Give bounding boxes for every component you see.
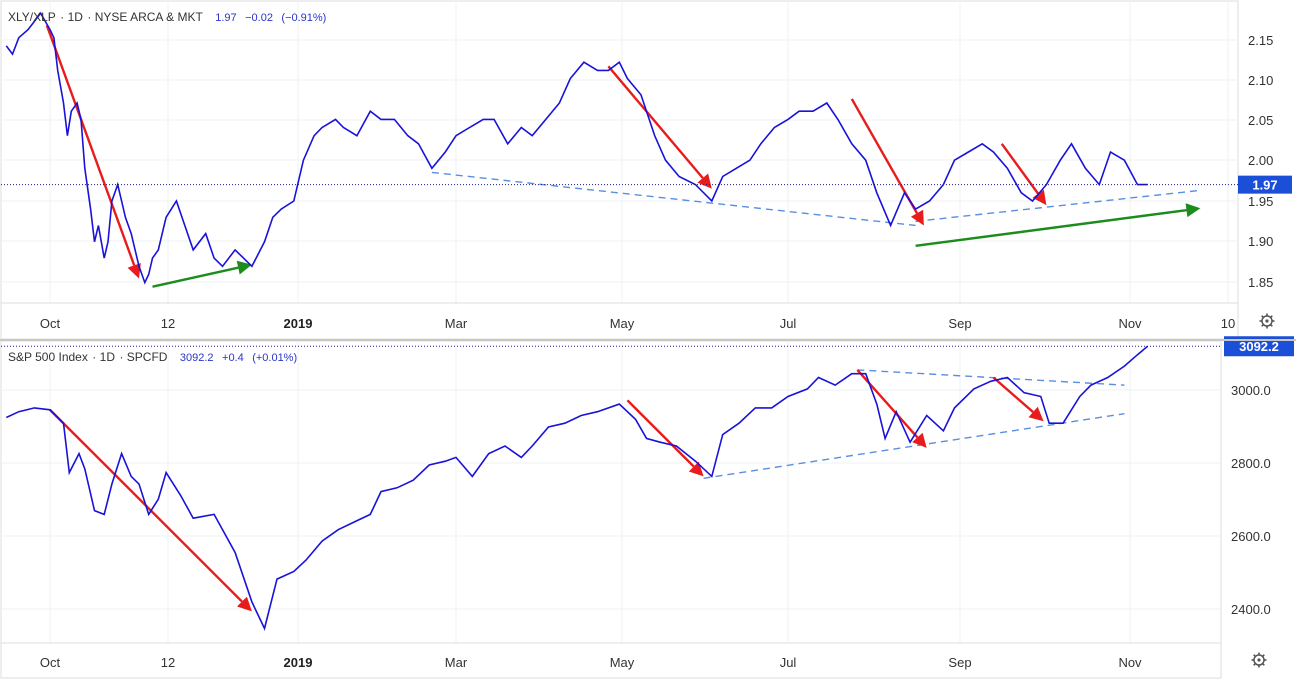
sp500-price-axis[interactable]: 3000.0 2800.0 2600.0 2400.0 [1231, 383, 1271, 617]
xly-xlp-x-tick-label: Mar [445, 316, 468, 331]
xly-xlp-arrow-annotation[interactable] [915, 203, 1201, 248]
xly-xlp-arrow-annotation[interactable] [152, 260, 252, 288]
xly-xlp-legend: XLY/XLP · 1D · NYSE ARCA & MKT 1.97 −0.0… [8, 8, 326, 25]
sp500-legend-symbol: S&P 500 Index [8, 350, 88, 364]
xly-xlp-legend-change-pct: (−0.91%) [281, 12, 326, 24]
sp500-x-tick-label: May [610, 655, 635, 670]
xly-xlp-grid [1, 1, 1238, 303]
arrow-shaft [607, 65, 704, 179]
arrow-head [1032, 189, 1047, 206]
sp500-arrow-annotation[interactable] [992, 376, 1044, 422]
xly-xlp-x-tick-label: Oct [40, 316, 61, 331]
sp500-trend-line[interactable] [857, 369, 1125, 386]
xly-xlp-price-axis[interactable]: 2.15 2.10 2.05 2.00 1.95 1.90 1.85 [1248, 33, 1273, 290]
xly-xlp-x-tick-label: Sep [948, 316, 971, 331]
xly-xlp-y-tick-label: 2.00 [1248, 153, 1273, 168]
xly-xlp-legend-interval: 1D [68, 10, 84, 24]
xly-xlp-last-price-tag-text: 1.97 [1252, 178, 1277, 193]
sp500-last-price-tag-text: 3092.2 [1239, 339, 1279, 354]
sp500-trend-line[interactable] [703, 412, 1125, 479]
xly-xlp-x-tick-label: Jul [780, 316, 797, 331]
xly-xlp-plot-area [0, 0, 1239, 304]
sp500-series-line [5, 345, 1149, 631]
xly-xlp-y-tick-label: 2.10 [1248, 73, 1273, 88]
sp500-grid [1, 341, 1221, 643]
xly-xlp-time-axis-labels: Oct 12 2019 Mar May Jul Sep Nov 10 [40, 316, 1235, 331]
arrow-head [910, 209, 924, 226]
xly-xlp-series-line [5, 11, 1148, 285]
arrow-shaft [152, 266, 239, 288]
gear-icon-teeth [1251, 652, 1267, 668]
sp500-plot-area [0, 340, 1222, 644]
settings-icon-top[interactable] [1259, 313, 1275, 329]
settings-icon-bottom[interactable] [1251, 652, 1267, 668]
xly-xlp-x-tick-label: 10 [1221, 316, 1235, 331]
sp500-legend-last: 3092.2 [180, 352, 214, 364]
xly-xlp-y-tick-label: 1.95 [1248, 194, 1273, 209]
arrow-shaft [856, 369, 919, 439]
sp500-legend-exchange: SPCFD [127, 350, 168, 364]
sp500-y-tick-label: 3000.0 [1231, 383, 1271, 398]
arrow-head [237, 596, 252, 612]
arrow-head [697, 173, 712, 189]
xly-xlp-y-tick-label: 2.05 [1248, 113, 1273, 128]
xly-xlp-trend-line[interactable] [431, 171, 916, 227]
arrow-head [912, 432, 927, 448]
sp500-panel: S&P 500 Index · 1D · SPCFD 3092.2 +0.4 (… [0, 336, 1294, 679]
arrow-shaft [626, 399, 695, 468]
sp500-y-tick-label: 2800.0 [1231, 456, 1271, 471]
sp500-legend: S&P 500 Index · 1D · SPCFD 3092.2 +0.4 (… [8, 348, 297, 365]
xly-xlp-arrow-annotation[interactable] [1000, 143, 1047, 206]
xly-xlp-last-price-tag-bg [1238, 175, 1292, 194]
arrow-head [1185, 203, 1201, 218]
xly-xlp-legend-symbol: XLY/XLP [8, 10, 56, 24]
gear-icon-teeth [1259, 313, 1275, 329]
sp500-x-tick-label: Oct [40, 655, 61, 670]
sp500-arrow-annotation[interactable] [856, 369, 927, 448]
sp500-y-tick-label: 2600.0 [1231, 529, 1271, 544]
sp500-legend-interval: 1D [100, 350, 116, 364]
sp500-last-price-tag-bg [1224, 336, 1294, 357]
xly-xlp-legend-last: 1.97 [215, 12, 236, 24]
xly-xlp-legend-change: −0.02 [245, 12, 273, 24]
arrow-shaft [45, 25, 136, 266]
sp500-last-price-tag: 3092.2 [1224, 336, 1294, 357]
arrow-head [1028, 406, 1044, 422]
xly-xlp-last-price-tag: 1.97 [1238, 175, 1292, 194]
sp500-time-axis[interactable] [0, 642, 1222, 679]
xly-xlp-arrow-annotation[interactable] [607, 65, 712, 189]
arrow-shaft [1000, 143, 1040, 195]
gear-icon-center [1257, 658, 1261, 662]
xly-xlp-y-tick-label: 1.90 [1248, 234, 1273, 249]
gear-icon-center [1265, 319, 1269, 323]
arrow-shaft [915, 208, 1187, 248]
sp500-x-tick-label: Nov [1118, 655, 1142, 670]
xly-xlp-x-tick-label: Nov [1118, 316, 1142, 331]
xly-xlp-y-tick-label: 2.15 [1248, 33, 1273, 48]
arrow-shaft [992, 376, 1034, 413]
sp500-x-tick-label: Mar [445, 655, 468, 670]
xly-xlp-legend-exchange: NYSE ARCA & MKT [95, 10, 204, 24]
sp500-x-tick-label: 12 [161, 655, 175, 670]
arrow-head [236, 260, 252, 275]
sp500-legend-change: +0.4 [222, 352, 244, 364]
arrow-head [127, 263, 141, 279]
xly-xlp-x-tick-label: 2019 [284, 316, 313, 331]
sp500-x-tick-label: Sep [948, 655, 971, 670]
sp500-legend-change-pct: (+0.01%) [252, 352, 297, 364]
xly-xlp-panel: XLY/XLP · 1D · NYSE ARCA & MKT 1.97 −0.0… [0, 0, 1292, 340]
sp500-time-axis-labels: Oct 12 2019 Mar May Jul Sep Nov [40, 655, 1142, 670]
xly-xlp-y-tick-label: 1.85 [1248, 275, 1273, 290]
xly-xlp-arrow-annotation[interactable] [45, 25, 141, 279]
sp500-x-tick-label: 2019 [284, 655, 313, 670]
xly-xlp-x-tick-label: 12 [161, 316, 175, 331]
sp500-x-tick-label: Jul [780, 655, 797, 670]
sp500-y-tick-label: 2400.0 [1231, 602, 1271, 617]
xly-xlp-x-tick-label: May [610, 316, 635, 331]
